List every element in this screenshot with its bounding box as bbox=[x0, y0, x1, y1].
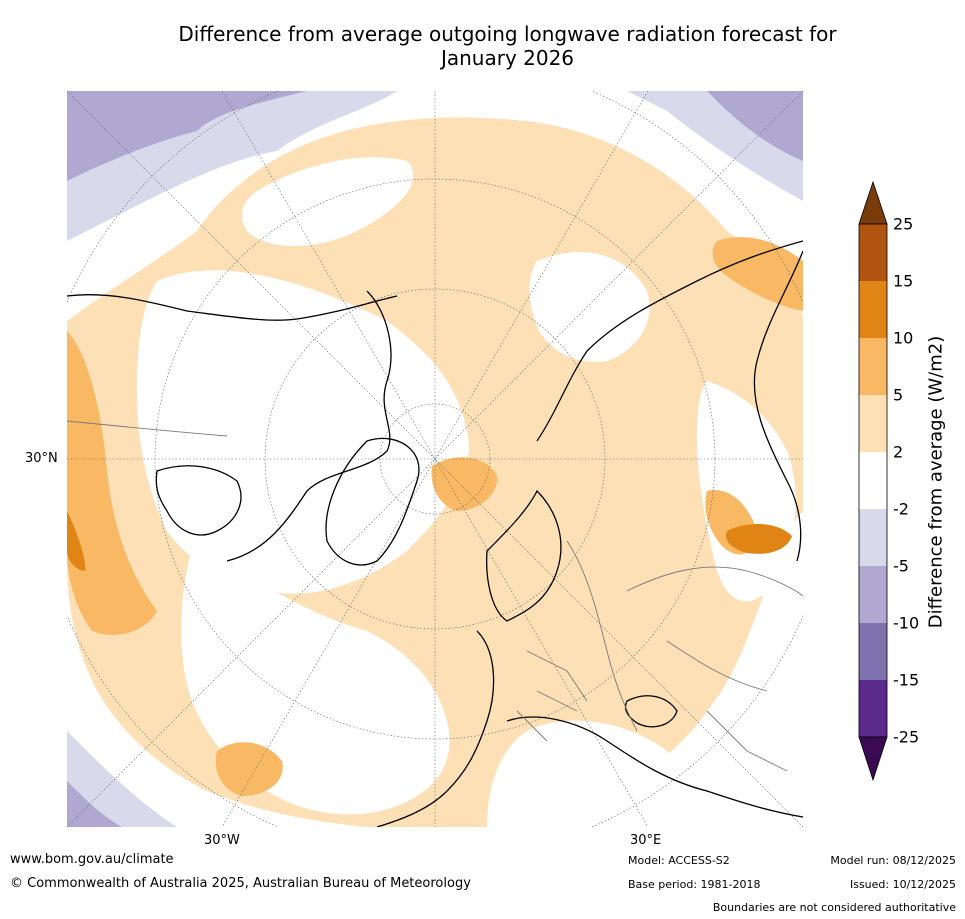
colorbar-band-neg2-neg5 bbox=[859, 509, 887, 566]
colorbar-band-2-5 bbox=[859, 395, 887, 452]
near-average-arctic bbox=[137, 270, 469, 594]
footer-copyright: © Commonwealth of Australia 2025, Austra… bbox=[10, 876, 471, 891]
coast-canada-arctic bbox=[226, 290, 392, 562]
colorbar-extend-top bbox=[858, 180, 888, 225]
anomaly-region-west-pacific-strong bbox=[67, 511, 86, 571]
colorbar-tick-neg5: -5 bbox=[893, 556, 909, 576]
graticule bbox=[67, 91, 803, 827]
coast-eurasia-arctic bbox=[536, 240, 803, 442]
anomaly-region-greenland-sea bbox=[431, 457, 498, 511]
anomaly-region-china-strong bbox=[726, 524, 792, 554]
colorbar-band-neutral bbox=[859, 452, 887, 509]
anomaly-region-east-pacific bbox=[215, 742, 283, 796]
footer-base-period: Base period: 1981-2018 bbox=[628, 878, 761, 891]
map-canvas bbox=[67, 91, 803, 827]
colorbar-tick-neg2: -2 bbox=[893, 499, 909, 519]
polar-map bbox=[67, 91, 803, 827]
colorbar-tick-neg15: -15 bbox=[893, 670, 920, 690]
title-line-1: Difference from average outgoing longwav… bbox=[178, 22, 837, 46]
colorbar-tick-15: 15 bbox=[893, 271, 914, 291]
coast-hudson-bay bbox=[155, 465, 242, 536]
coast-east-asia bbox=[753, 250, 803, 562]
graticule-circle-60n bbox=[264, 288, 606, 630]
anomaly-region-sw-corner bbox=[67, 731, 177, 827]
colorbar-band-10-15 bbox=[859, 281, 887, 338]
colorbar-band-neg15-neg25 bbox=[859, 680, 887, 737]
border-canada-usa bbox=[67, 420, 228, 437]
coast-scandinavia bbox=[486, 489, 562, 622]
anomaly-region-siberia bbox=[712, 237, 803, 311]
border-russia-west bbox=[566, 540, 638, 732]
title-line-2: January 2026 bbox=[440, 46, 575, 70]
colorbar-tick-neg25: -25 bbox=[893, 727, 920, 747]
colorbar-tick-25: 25 bbox=[893, 214, 914, 234]
colorbar-tick-5: 5 bbox=[893, 385, 904, 405]
coast-europe-west bbox=[376, 630, 495, 827]
colorbar-tick-neg10: -10 bbox=[893, 613, 920, 633]
border-russia-south bbox=[626, 566, 803, 597]
coast-mediterranean bbox=[506, 716, 803, 818]
colorbar-band-neg10-neg15 bbox=[859, 623, 887, 680]
coast-alaska bbox=[67, 294, 398, 321]
colorbar-tick-2: 2 bbox=[893, 442, 904, 462]
footer-model: Model: ACCESS-S2 bbox=[628, 854, 730, 867]
footer-website[interactable]: www.bom.gov.au/climate bbox=[10, 852, 174, 867]
country-borders bbox=[67, 420, 803, 772]
near-average-mediterranean bbox=[487, 720, 686, 827]
colorbar-tick-10: 10 bbox=[893, 328, 914, 348]
colorbar bbox=[858, 180, 888, 782]
near-average-pacific-gap bbox=[241, 157, 414, 246]
lat-label-30n: 30°N bbox=[25, 451, 58, 466]
footer-boundaries-note: Boundaries are not considered authoritat… bbox=[712, 901, 956, 914]
lon-label-30w: 30°W bbox=[204, 833, 240, 848]
anomaly-region-nw-corner-strong bbox=[67, 91, 307, 181]
colorbar-extend-bottom bbox=[858, 736, 888, 782]
coast-black-sea bbox=[624, 695, 678, 728]
lon-label-30e: 30°E bbox=[630, 833, 662, 848]
anomaly-region-west-pacific bbox=[67, 331, 157, 635]
border-europe-internal bbox=[516, 650, 588, 742]
colorbar-band-neg5-neg10 bbox=[859, 566, 887, 623]
border-central-asia bbox=[666, 640, 788, 772]
chart-title: Difference from average outgoing longwav… bbox=[100, 22, 915, 70]
colorbar-band-5-10 bbox=[859, 338, 887, 395]
colorbar-frame bbox=[858, 223, 888, 738]
colorbar-band-15-25 bbox=[859, 224, 887, 281]
anomaly-region-sw-corner-strong bbox=[67, 781, 122, 827]
footer-model-run: Model run: 08/12/2025 bbox=[830, 854, 956, 867]
coast-greenland bbox=[325, 437, 420, 566]
footer-issued: Issued: 10/12/2025 bbox=[849, 878, 956, 891]
anomaly-region-ne-corner-strong bbox=[707, 91, 803, 161]
coastlines bbox=[67, 240, 803, 827]
colorbar-label: Difference from average (W/m2) bbox=[925, 335, 947, 629]
